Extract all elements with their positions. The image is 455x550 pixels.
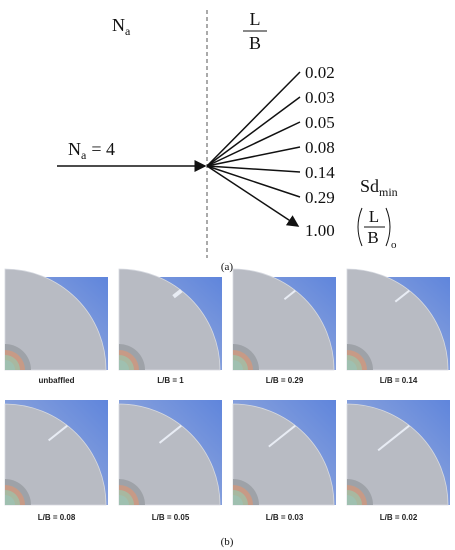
ratio-line [206,165,301,198]
ratio-line [206,71,301,167]
vessel-section [4,403,107,506]
ratio-label: 0.03 [305,88,335,107]
vessel-section [4,268,107,371]
baffle [377,424,410,452]
simulation-image [232,400,336,506]
ratio-line [206,121,301,167]
caption: L/B = 1 [157,376,184,385]
ratio-line [206,96,301,167]
optimal-numerator: L [369,207,379,226]
ratio-fan: 0.02 0.03 0.05 0.08 0.14 0.29 1.00 [206,63,335,240]
simulation-image [4,400,108,506]
shaft-ring [233,360,243,370]
simulation-image [118,400,222,506]
vessel-section [232,403,335,506]
sd-label: Sdmin [360,176,398,199]
paren-right [385,207,391,247]
panel-label: (b) [221,536,234,548]
ratio-label: 0.08 [305,138,335,157]
caption: unbaffled [39,376,75,385]
ratio-label: 1.00 [305,221,335,240]
baffle [268,424,296,448]
vessel-section [118,268,221,371]
simulation-image [232,268,336,371]
caption: L/B = 0.05 [152,513,190,522]
baffle [172,288,183,299]
ratio-label: 0.14 [305,163,335,182]
header-left: Na [112,15,131,38]
baffle [394,289,410,303]
caption: L/B = 0.08 [38,513,76,522]
baffle [283,289,296,301]
ratio-label: 0.02 [305,63,335,82]
shaft-ring [347,360,357,370]
caption: L/B = 0.02 [380,513,418,522]
shaft-ring [119,495,129,505]
optimal-subscript: o [391,239,397,251]
vessel-section [346,403,449,506]
ratio-line [206,165,300,227]
header-denominator: B [249,33,261,53]
simulation-image [346,400,450,506]
caption: L/B = 0.14 [380,376,418,385]
baffle [158,424,182,444]
shaft-ring [347,495,357,505]
vessel-section [346,268,449,371]
shaft-ring [233,495,243,505]
ratio-label: 0.05 [305,113,335,132]
vessel-section [118,403,221,506]
paren-left [357,207,363,247]
panels: unbaffled L/B = 1 L/B = 0.29 L/B = 0.14 L/B … [4,268,450,522]
ratio-line [206,165,301,173]
input-label: Na = 4 [68,139,115,162]
baffle [48,424,68,442]
header-numerator: L [250,9,261,29]
simulation-image [118,268,222,371]
caption: L/B = 0.03 [266,513,304,522]
panel-label: (a) [221,261,234,273]
shaft-ring [119,360,129,370]
optimal-denominator: B [367,228,378,247]
simulation-image [4,268,108,371]
caption: L/B = 0.29 [266,376,304,385]
simulation-image [346,268,450,371]
shaft-ring [5,360,15,370]
shaft-ring [5,495,15,505]
ratio-label: 0.29 [305,188,335,207]
vessel-section [232,268,335,371]
ratio-line [206,146,301,167]
